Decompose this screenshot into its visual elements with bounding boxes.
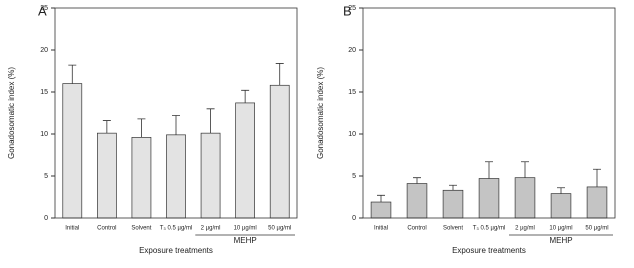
x-tick-label: Solvent bbox=[131, 226, 151, 232]
x-tick-label: Control bbox=[97, 226, 116, 232]
error-bar bbox=[449, 184, 457, 191]
plot-frame bbox=[362, 7, 616, 219]
error-bar bbox=[241, 89, 250, 103]
error-bar bbox=[413, 177, 421, 184]
y-tick-label: 15 bbox=[40, 89, 48, 96]
panel-label: A bbox=[38, 3, 47, 18]
x-tick-label: 50 µg/ml bbox=[268, 226, 291, 232]
bar bbox=[200, 132, 221, 219]
x-tick-label: 2 µg/ml bbox=[515, 226, 535, 232]
error-bar bbox=[137, 118, 146, 138]
error-bar bbox=[275, 63, 284, 86]
bar bbox=[586, 186, 608, 219]
y-tick-label: 25 bbox=[40, 5, 48, 12]
y-tick-label: 10 bbox=[348, 131, 356, 138]
y-tick-label: 5 bbox=[352, 173, 356, 180]
y-tick-label: 25 bbox=[348, 5, 356, 12]
y-tick-label: 20 bbox=[40, 47, 48, 54]
y-tick-label: 0 bbox=[352, 215, 356, 222]
bar bbox=[478, 178, 500, 219]
x-tick-label: Initial bbox=[374, 226, 388, 232]
x-tick-label: 50 µg/ml bbox=[585, 226, 608, 232]
plot-frame bbox=[54, 7, 298, 219]
y-axis-label: Gonadosomatic index (%) bbox=[316, 67, 325, 159]
y-tick-label: 0 bbox=[44, 215, 48, 222]
x-tick-label: 10 µg/ml bbox=[234, 226, 257, 232]
bar bbox=[269, 84, 290, 219]
error-bar bbox=[172, 115, 180, 135]
group-label: MEHP bbox=[549, 236, 572, 245]
y-tick-label: 20 bbox=[348, 47, 356, 54]
bar bbox=[514, 177, 536, 219]
bar bbox=[96, 132, 117, 219]
y-tick-label: 15 bbox=[348, 89, 356, 96]
panel-label: B bbox=[343, 3, 352, 18]
x-tick-label: Initial bbox=[65, 226, 79, 232]
x-axis-label: Exposure treatments bbox=[452, 246, 526, 255]
y-axis-label: Gonadosomatic index (%) bbox=[7, 67, 16, 159]
x-tick-label: Solvent bbox=[443, 226, 463, 232]
bar bbox=[442, 189, 464, 219]
bar bbox=[550, 193, 572, 219]
error-bar bbox=[521, 161, 529, 178]
x-axis-label: Exposure treatments bbox=[139, 246, 213, 255]
error-bar bbox=[68, 64, 77, 84]
error-bar bbox=[377, 194, 385, 203]
x-tick-label: Control bbox=[407, 226, 426, 232]
bar bbox=[235, 102, 255, 219]
error-bar bbox=[206, 108, 215, 134]
error-bar bbox=[557, 187, 565, 194]
error-bar bbox=[593, 168, 601, 187]
x-tick-label: 10 µg/ml bbox=[549, 226, 572, 232]
bar bbox=[62, 83, 83, 219]
error-bar bbox=[485, 161, 493, 179]
bar bbox=[131, 137, 152, 219]
error-bar bbox=[102, 120, 111, 134]
y-tick-label: 10 bbox=[40, 131, 48, 138]
bar bbox=[406, 183, 428, 219]
x-tick-label: 2 µg/ml bbox=[201, 226, 221, 232]
y-tick-label: 5 bbox=[44, 173, 48, 180]
bar bbox=[166, 134, 186, 219]
group-label: MEHP bbox=[234, 236, 257, 245]
x-tick-label: T₃ 0.5 µg/ml bbox=[160, 226, 193, 232]
x-tick-label: T₃ 0.5 µg/ml bbox=[473, 226, 506, 232]
bar bbox=[370, 201, 392, 219]
